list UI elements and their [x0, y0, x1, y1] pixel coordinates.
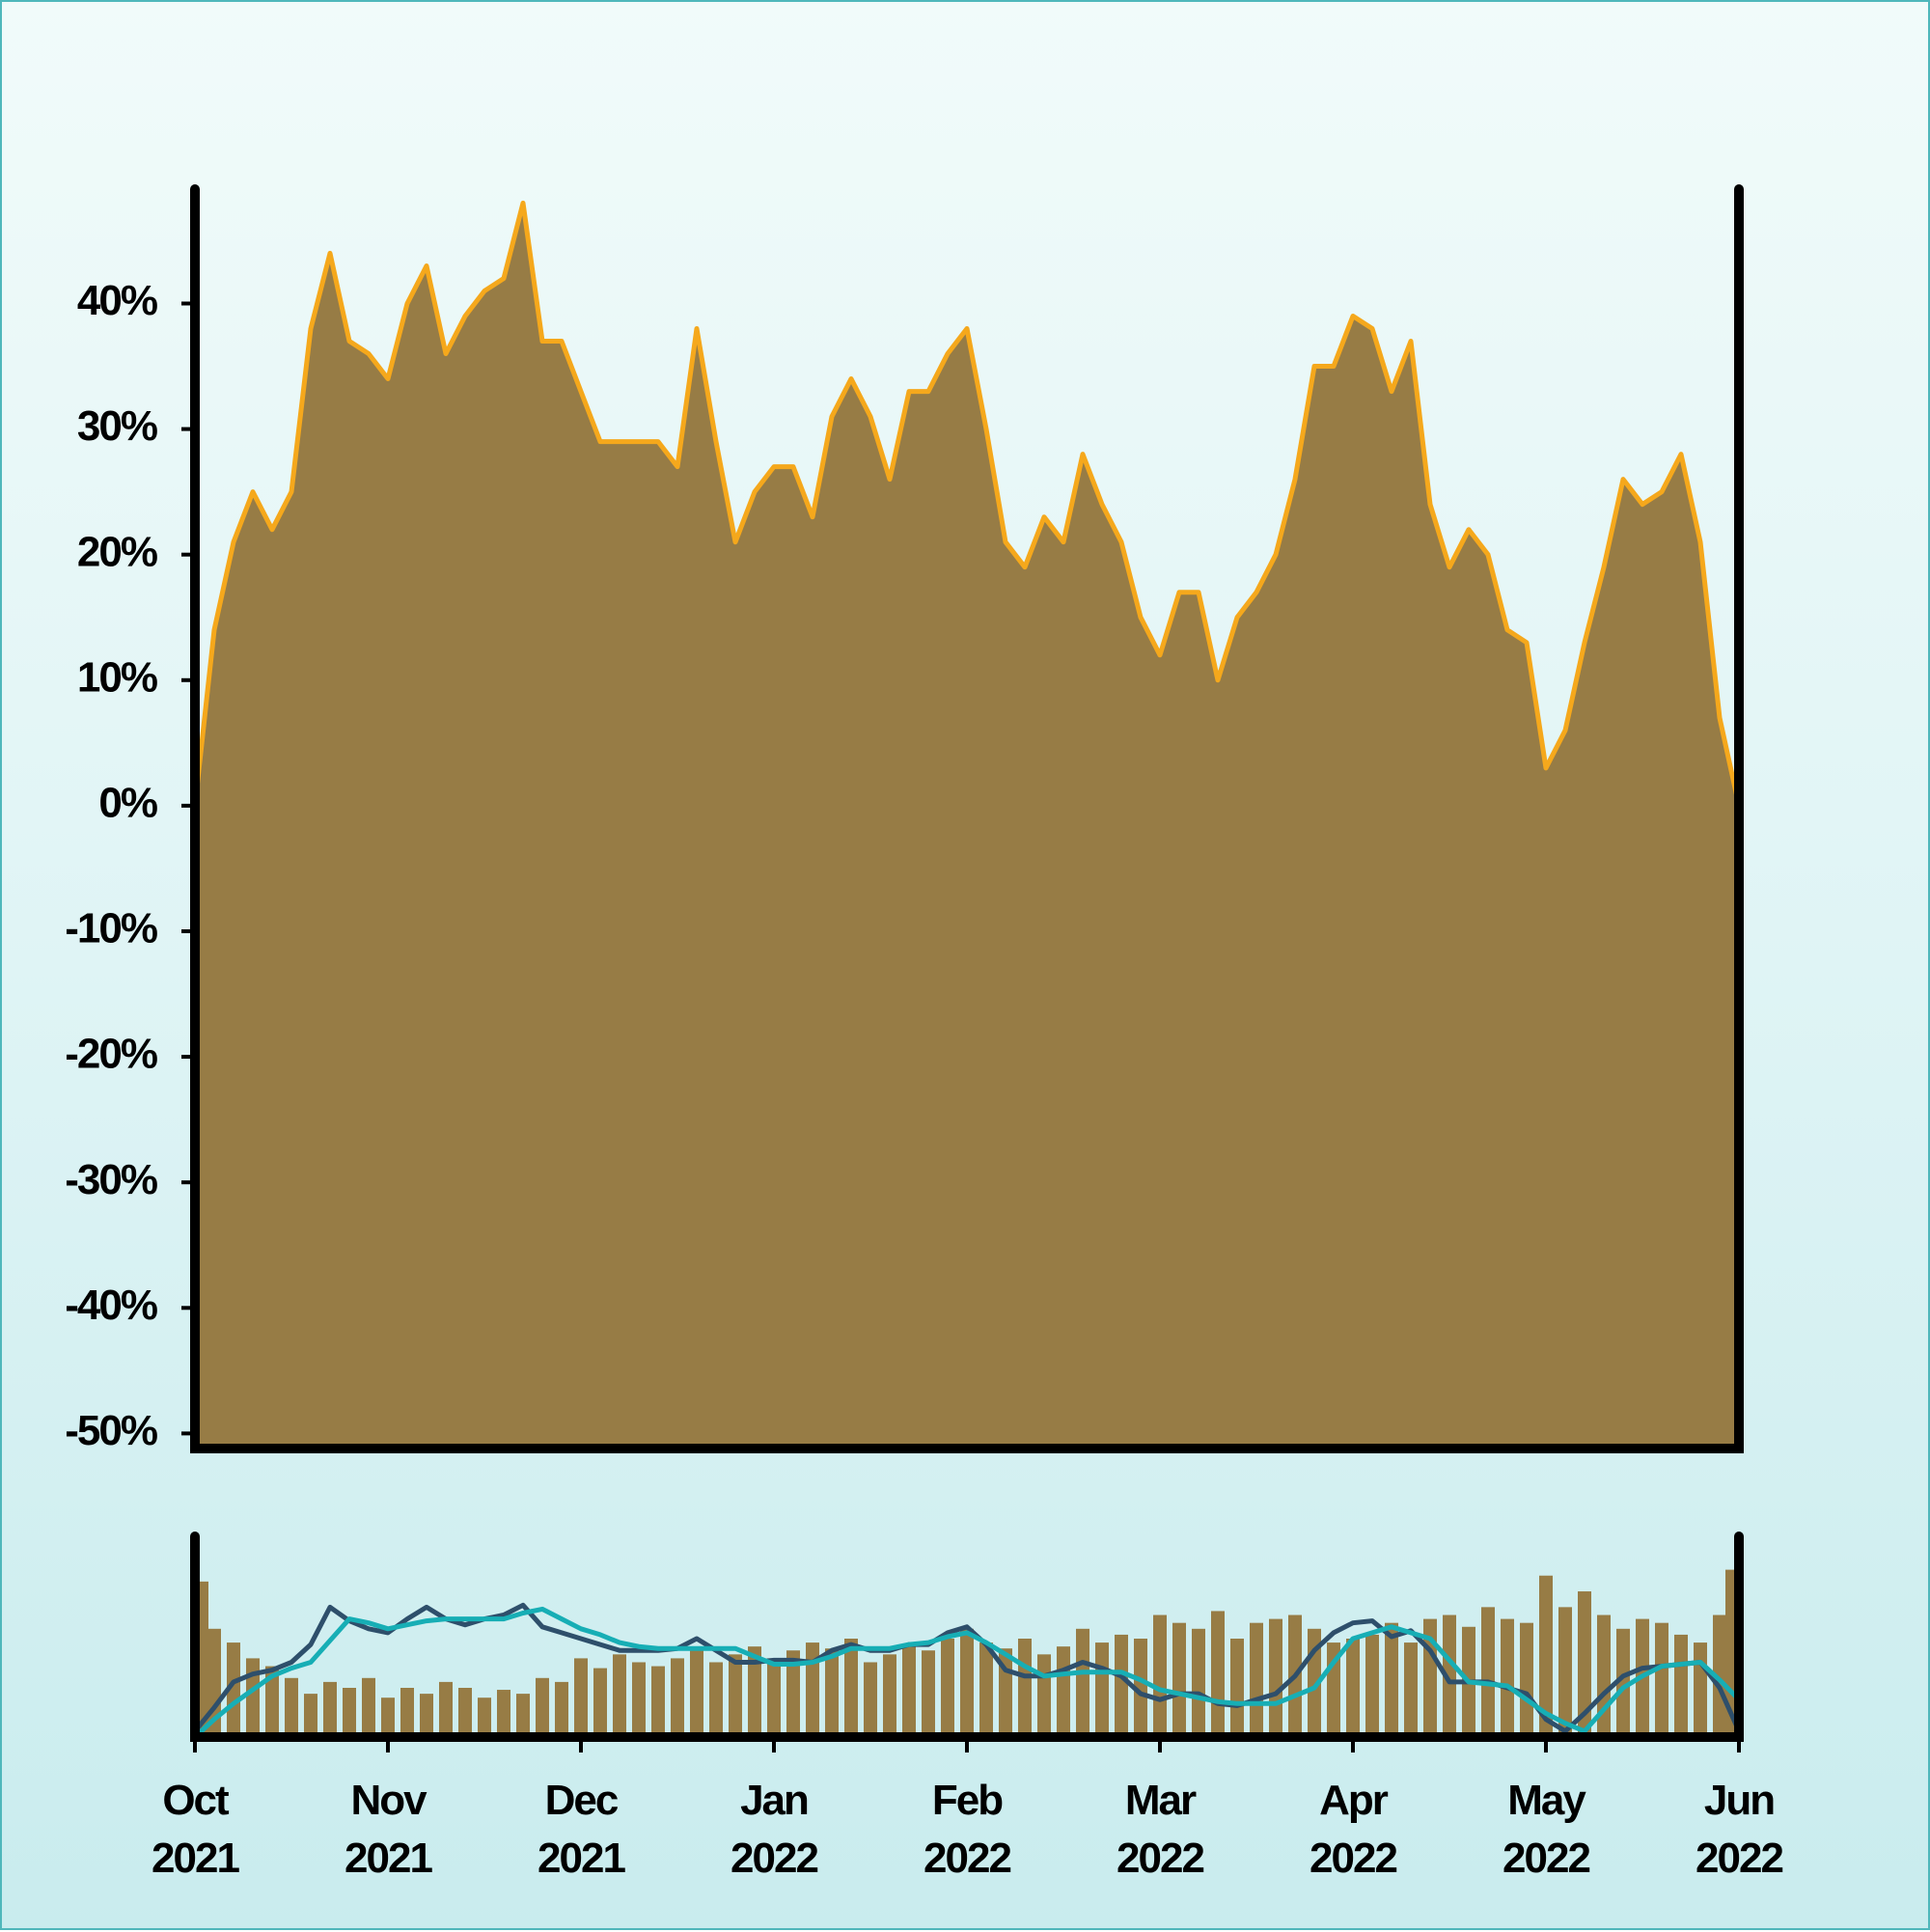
volume-bar [709, 1662, 723, 1737]
volume-bar [1597, 1615, 1611, 1737]
volume-bar [285, 1677, 298, 1737]
volume-bar [536, 1677, 549, 1737]
volume-bar [1539, 1575, 1553, 1737]
volume-bar [1346, 1639, 1360, 1737]
volume-bar [1713, 1615, 1726, 1737]
volume-bar [1404, 1642, 1418, 1737]
volume-bar [1558, 1607, 1572, 1737]
volume-bar [806, 1642, 819, 1737]
x-tick-label: Dec 2021 [538, 1777, 626, 1882]
x-tick-label: Jan 2022 [731, 1777, 819, 1882]
volume-bar [1037, 1654, 1051, 1737]
volume-bar [748, 1646, 761, 1737]
volume-bar [1153, 1615, 1167, 1737]
y-tick-label: -30% [65, 1156, 157, 1203]
axis-frame [190, 1532, 1744, 1742]
volume-bar [651, 1666, 665, 1737]
volume-bar [1018, 1639, 1032, 1737]
volume-bar [1674, 1634, 1688, 1737]
moving-average-line [193, 1606, 1741, 1739]
volume-bar [1655, 1622, 1668, 1737]
volume-bar [1269, 1618, 1282, 1737]
volume-bar [420, 1694, 433, 1737]
x-tick-label: May 2022 [1503, 1777, 1591, 1882]
volume-bar [922, 1650, 935, 1737]
x-tick-label: Mar 2022 [1117, 1777, 1205, 1882]
volume-bar [362, 1677, 375, 1737]
volume-bar [400, 1688, 414, 1737]
y-tick-label: -40% [65, 1282, 157, 1329]
volume-bar [1057, 1646, 1070, 1737]
axis-frame [190, 184, 1744, 1453]
volume-bar [786, 1650, 800, 1737]
volume-bar [902, 1646, 916, 1737]
volume-bar [613, 1654, 626, 1737]
x-tick-label: Oct 2021 [152, 1777, 240, 1882]
volume-bar [864, 1662, 877, 1737]
x-tick-label: Jun 2022 [1696, 1777, 1784, 1882]
x-tick-label: Feb 2022 [924, 1777, 1012, 1882]
x-tick-label: Nov 2021 [345, 1777, 433, 1882]
y-tick-label: -20% [65, 1031, 157, 1078]
volume-bar [1134, 1639, 1147, 1737]
volume-bar [1211, 1611, 1225, 1737]
volume-bar [1443, 1615, 1456, 1737]
volume-bar [478, 1697, 491, 1737]
volume-bar [729, 1654, 742, 1737]
volume-bar [343, 1688, 356, 1737]
volume-bar [883, 1654, 896, 1737]
volume-bar [227, 1642, 240, 1737]
area [195, 203, 1739, 1449]
volume-bar [960, 1628, 974, 1737]
y-tick-label: 0% [98, 780, 156, 827]
volume-bar [323, 1681, 337, 1737]
volume-bar [439, 1681, 453, 1737]
volume-bar [844, 1639, 858, 1737]
volume-bar [1385, 1622, 1398, 1737]
volume-bar [1250, 1622, 1263, 1737]
volume-bar [1481, 1607, 1495, 1737]
volume-bar [246, 1658, 260, 1737]
volume-bar [1501, 1618, 1514, 1737]
volume-bar [979, 1642, 993, 1737]
volume-bar [825, 1648, 839, 1737]
volume-bar [1578, 1591, 1591, 1737]
volume-bar [381, 1697, 395, 1737]
volume-bar [497, 1690, 510, 1737]
volume-bar [1694, 1642, 1707, 1737]
y-tick-label: 30% [77, 402, 157, 450]
volume-bar [1172, 1622, 1186, 1737]
volume-bar [304, 1694, 317, 1737]
volume-bar [458, 1688, 472, 1737]
volume-bar [265, 1666, 279, 1737]
volume-bar [690, 1650, 703, 1737]
y-tick-label: -10% [65, 905, 157, 952]
volume-bar [1192, 1628, 1205, 1737]
volume-bar [1230, 1639, 1244, 1737]
volume-bar [1095, 1642, 1109, 1737]
volume-bar [516, 1694, 530, 1737]
y-tick-label: 20% [77, 528, 157, 575]
volume-bar [574, 1658, 588, 1737]
volume-bar [632, 1662, 646, 1737]
volume-bar [941, 1639, 954, 1737]
y-tick-label: 10% [77, 653, 157, 701]
volume-bar [555, 1681, 568, 1737]
y-tick-label: -50% [65, 1407, 157, 1454]
volume-bar [1076, 1628, 1089, 1737]
area-line [192, 200, 1742, 807]
volume-bar [1520, 1622, 1533, 1737]
volume-bar [1365, 1634, 1379, 1737]
volume-bar [1115, 1634, 1128, 1737]
y-tick-label: 40% [77, 277, 157, 324]
volume-bar [1616, 1628, 1630, 1737]
volume-bar [767, 1658, 781, 1737]
volume-bar [671, 1658, 684, 1737]
x-tick-label: Apr 2022 [1310, 1777, 1398, 1882]
volume-bar [593, 1668, 607, 1737]
